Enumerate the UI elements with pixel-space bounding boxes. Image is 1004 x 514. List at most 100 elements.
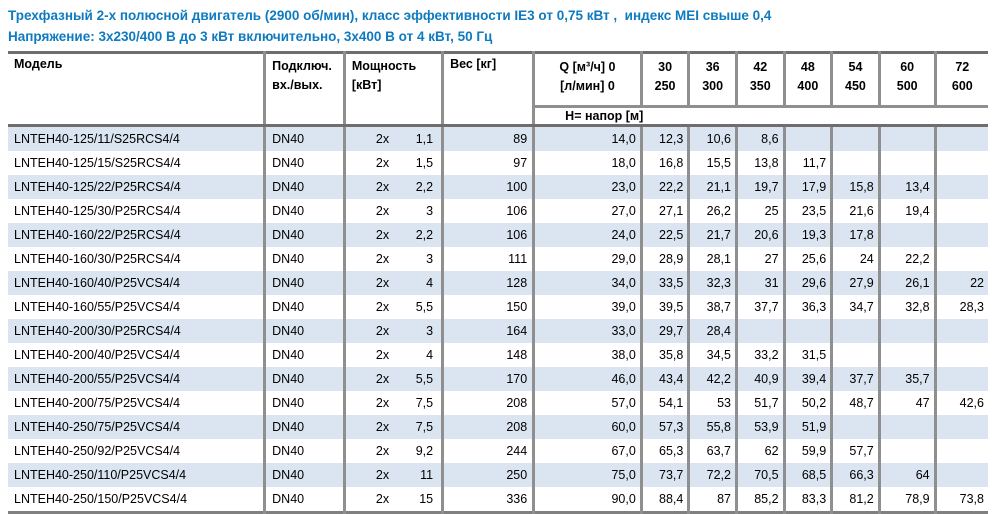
power-cell-content: 2x 5,5 [347, 372, 441, 386]
head-value-cell: 33,5 [639, 271, 689, 295]
power-cell-content: 2x 3 [347, 204, 441, 218]
connection-cell: DN40 [263, 151, 345, 175]
head-value-cell: 22,5 [639, 223, 689, 247]
head-value-cell [877, 151, 936, 175]
head-value-cell: 22 [933, 271, 988, 295]
head-value-cell: 17,8 [830, 223, 880, 247]
head-value-cell: 25,6 [782, 247, 832, 271]
weight-cell: 148 [441, 343, 534, 367]
header-row-head: Н= напор [м] [8, 106, 988, 127]
head-value-cell: 21,6 [830, 199, 880, 223]
power-prefix: 2x [375, 228, 390, 242]
flow-value-m3h: 72 [955, 60, 970, 74]
flow-value-lmin: 400 [797, 79, 819, 93]
power-prefix: 2x [375, 204, 390, 218]
head-value-cell: 78,9 [877, 487, 936, 513]
power-prefix: 2x [375, 252, 390, 266]
head-value-cell: 35,7 [877, 367, 936, 391]
head-value-cell: 48,7 [830, 391, 880, 415]
table-row: LNTEH40-200/55/P25VCS4/4 DN40 2x 5,5 170 46,0… [8, 367, 988, 391]
head-value-cell: 27,1 [639, 199, 689, 223]
connection-cell: DN40 [263, 343, 345, 367]
flow-value-lmin: 350 [749, 79, 771, 93]
power-cell-content: 2x 5,5 [347, 300, 441, 314]
table-row: LNTEH40-125/15/S25RCS4/4 DN40 2x 1,5 97 18,0 1… [8, 151, 988, 175]
head-value-cell: 12,3 [639, 125, 689, 151]
flow-value-m3h: 36 [705, 60, 720, 74]
head-value-cell: 13,8 [734, 151, 785, 175]
table-row: LNTEH40-200/30/P25RCS4/4 DN40 2x 3 164 33,0 29… [8, 319, 988, 343]
head-value-cell: 13,4 [877, 175, 936, 199]
head-value-cell: 31 [734, 271, 785, 295]
page-title-line-1: Трехфазный 2-х полюсной двигатель (2900 … [8, 8, 772, 23]
head-value-cell: 39,0 [532, 295, 642, 319]
table-row: LNTEH40-200/75/P25VCS4/4 DN40 2x 7,5 208 57,0… [8, 391, 988, 415]
head-value-cell: 67,0 [532, 439, 642, 463]
head-value-cell: 57,0 [532, 391, 642, 415]
model-cell: LNTEH40-125/22/P25RCS4/4 [14, 180, 181, 194]
head-value-cell: 70,5 [734, 463, 785, 487]
weight-cell: 100 [441, 175, 534, 199]
weight-cell: 164 [441, 319, 534, 343]
head-value-cell [933, 319, 988, 343]
head-value-cell: 31,5 [782, 343, 832, 367]
head-value-cell: 28,4 [687, 319, 737, 343]
power-value: 3 [426, 252, 434, 266]
power-prefix: 2x [375, 156, 390, 170]
flow-header-lmin: [л/мин] 0 [560, 79, 615, 93]
head-value-cell: 32,3 [687, 271, 737, 295]
power-value: 4 [426, 348, 434, 362]
connection-cell: DN40 [263, 487, 345, 513]
table-row: LNTEH40-160/55/P25VCS4/4 DN40 2x 5,5 150 39,0… [8, 295, 988, 319]
head-value-cell: 26,2 [687, 199, 737, 223]
column-header-flow-36: 36 300 [687, 52, 737, 108]
head-value-cell: 23,5 [782, 199, 832, 223]
head-value-cell [933, 439, 988, 463]
weight-cell: 336 [441, 487, 534, 513]
power-cell: 2x 3 [342, 247, 443, 271]
head-value-cell: 42,2 [687, 367, 737, 391]
power-value: 2,2 [415, 228, 434, 242]
power-value: 3 [426, 204, 434, 218]
connection-cell: DN40 [263, 295, 345, 319]
power-prefix: 2x [375, 444, 390, 458]
column-header-flow-30: 30 250 [639, 52, 689, 108]
head-value-cell [830, 319, 880, 343]
head-value-cell: 64 [877, 463, 936, 487]
connection-cell: DN40 [263, 223, 345, 247]
head-value-cell: 57,3 [639, 415, 689, 439]
page-title-line-2: Напряжение: 3x230/400 В до 3 кВт включит… [8, 29, 493, 44]
flow-value-m3h: 54 [848, 60, 863, 74]
head-value-cell: 43,4 [639, 367, 689, 391]
head-value-cell: 32,8 [877, 295, 936, 319]
head-value-cell: 22,2 [639, 175, 689, 199]
head-value-cell [933, 199, 988, 223]
header-row-main: Модель Подключ. вх./вых. Мощность [кВт] … [8, 52, 988, 127]
head-value-cell: 39,4 [782, 367, 832, 391]
head-value-cell: 66,3 [830, 463, 880, 487]
head-value-cell: 37,7 [830, 367, 880, 391]
power-value: 5,5 [415, 372, 434, 386]
table-row: LNTEH40-250/92/P25VCS4/4 DN40 2x 9,2 244 67,0… [8, 439, 988, 463]
power-cell-content: 2x 1,1 [347, 132, 441, 146]
power-cell: 2x 9,2 [342, 439, 443, 463]
head-value-cell: 55,8 [687, 415, 737, 439]
head-value-cell [877, 439, 936, 463]
head-value-cell: 10,6 [687, 125, 737, 151]
model-cell: LNTEH40-160/22/P25RCS4/4 [14, 228, 181, 242]
column-header-model: Модель [8, 52, 265, 127]
power-cell-content: 2x 1,5 [347, 156, 441, 170]
power-value: 11 [420, 468, 434, 482]
connection-cell: DN40 [263, 199, 345, 223]
head-value-cell: 75,0 [532, 463, 642, 487]
power-cell-content: 2x 3 [347, 252, 441, 266]
head-value-cell: 15,5 [687, 151, 737, 175]
head-value-cell: 16,8 [639, 151, 689, 175]
head-value-cell: 38,0 [532, 343, 642, 367]
power-prefix: 2x [375, 180, 390, 194]
head-value-cell: 26,1 [877, 271, 936, 295]
table-row: LNTEH40-125/11/S25RCS4/4 DN40 2x 1,1 89 14,0 1… [8, 125, 988, 151]
weight-cell: 111 [441, 247, 534, 271]
head-value-cell [830, 125, 880, 151]
head-value-cell [877, 343, 936, 367]
